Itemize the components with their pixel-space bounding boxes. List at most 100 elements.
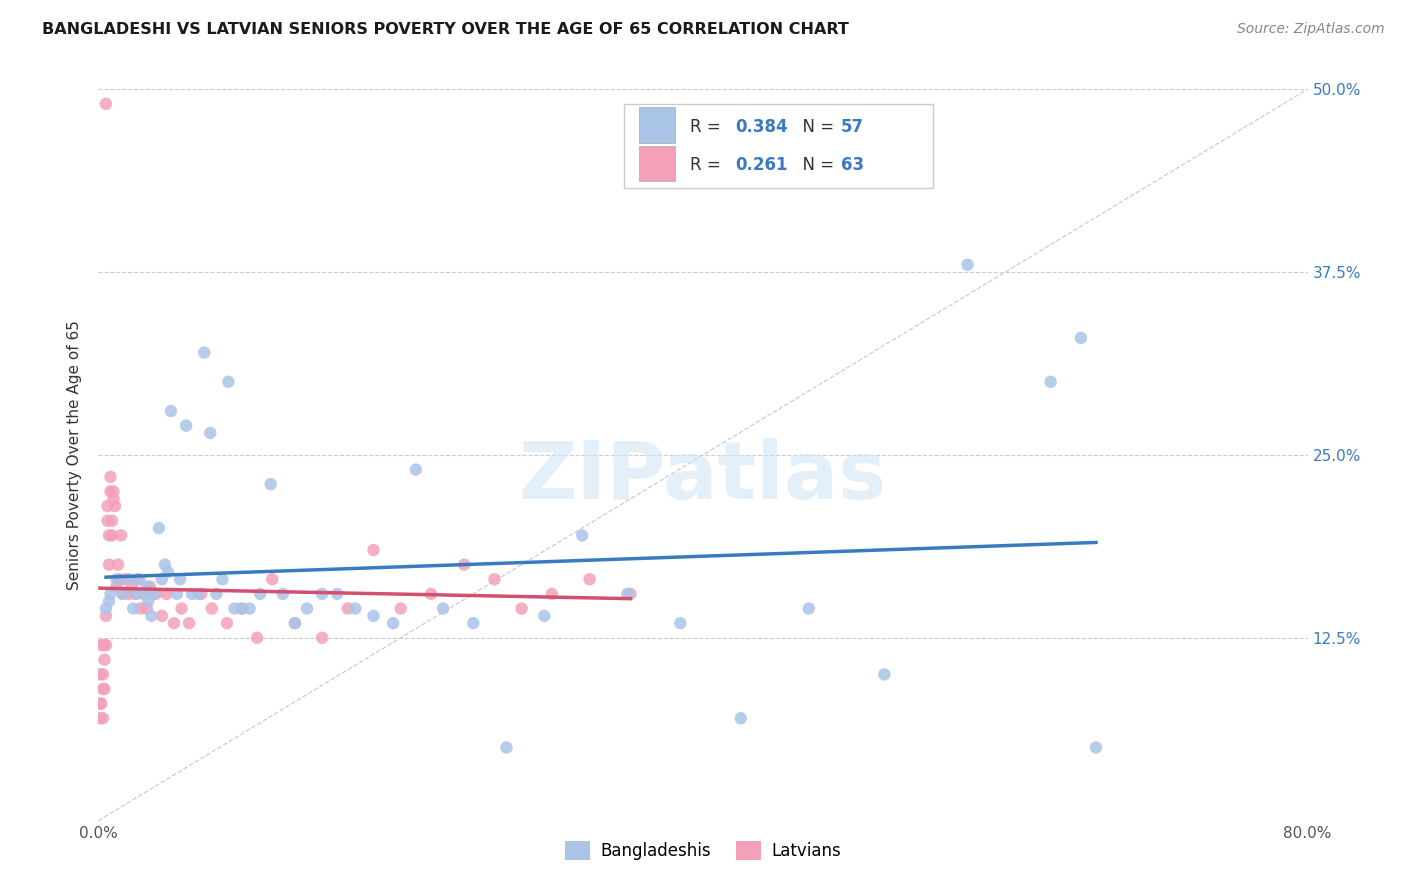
Point [311,631,333,645]
Point [540,587,562,601]
Point [91,667,114,681]
Point [193,345,215,359]
Point [163,616,186,631]
Point [533,608,555,623]
Text: Source: ZipAtlas.com: Source: ZipAtlas.com [1237,22,1385,37]
Point [1070,331,1092,345]
Point [122,601,145,615]
Text: ZIPatlas: ZIPatlas [519,438,887,516]
Point [105,580,128,594]
Y-axis label: Seniors Poverty Over the Age of 65: Seniors Poverty Over the Age of 65 [67,320,83,590]
Point [143,587,166,601]
Point [160,404,183,418]
Point [104,499,127,513]
Point [89,667,111,681]
Point [271,587,294,601]
Point [797,601,820,615]
Point [190,587,212,601]
Point [311,587,333,601]
Point [484,572,506,586]
Point [730,711,752,725]
Point [956,258,979,272]
Point [616,587,638,601]
Point [145,587,167,601]
Point [135,601,157,615]
Point [239,601,262,615]
Point [93,638,115,652]
Text: N =: N = [793,118,839,136]
Point [91,681,114,696]
Point [118,572,141,586]
Point [169,572,191,586]
Point [94,601,117,615]
Point [107,558,129,572]
Point [110,528,132,542]
Point [432,601,454,615]
Point [215,616,238,631]
FancyBboxPatch shape [624,103,932,188]
Point [231,601,253,615]
Point [156,565,179,579]
Point [135,580,157,594]
Point [510,601,533,615]
Point [94,638,117,652]
Point [284,616,307,631]
Point [284,616,307,631]
Point [201,601,224,615]
Point [200,425,222,440]
Point [363,608,385,623]
Point [231,601,253,615]
Point [89,711,111,725]
Point [101,514,124,528]
Point [94,96,117,111]
Point [98,558,121,572]
Point [619,587,641,601]
Point [121,580,143,594]
Point [571,528,593,542]
Text: 57: 57 [841,118,863,136]
Legend: Bangladeshis, Latvians: Bangladeshis, Latvians [558,835,848,867]
Point [179,616,201,631]
Point [125,587,148,601]
Point [150,608,173,623]
Point [344,601,367,615]
Point [336,601,359,615]
Point [260,477,283,491]
Point [262,572,284,586]
Point [141,608,163,623]
Point [139,580,162,594]
Point [100,470,122,484]
Point [90,697,112,711]
Point [578,572,600,586]
FancyBboxPatch shape [638,107,675,143]
Point [295,601,318,615]
Point [873,667,896,681]
Point [153,558,176,572]
Point [98,594,121,608]
Point [166,587,188,601]
Point [389,601,412,615]
Point [96,499,118,513]
Point [124,587,146,601]
Text: BANGLADESHI VS LATVIAN SENIORS POVERTY OVER THE AGE OF 65 CORRELATION CHART: BANGLADESHI VS LATVIAN SENIORS POVERTY O… [42,22,849,37]
Text: 63: 63 [841,156,863,174]
Text: N =: N = [793,156,839,174]
Point [495,740,517,755]
Point [382,616,405,631]
Point [101,528,124,542]
Point [174,418,197,433]
Point [1039,375,1062,389]
FancyBboxPatch shape [638,146,675,181]
Point [224,601,246,615]
Point [217,375,239,389]
Point [155,587,177,601]
Point [181,587,204,601]
Point [136,594,159,608]
Point [148,521,170,535]
Point [420,587,443,601]
Point [132,587,155,601]
Text: 0.261: 0.261 [735,156,789,174]
Point [128,572,150,586]
Point [187,587,209,601]
Text: R =: R = [690,118,725,136]
